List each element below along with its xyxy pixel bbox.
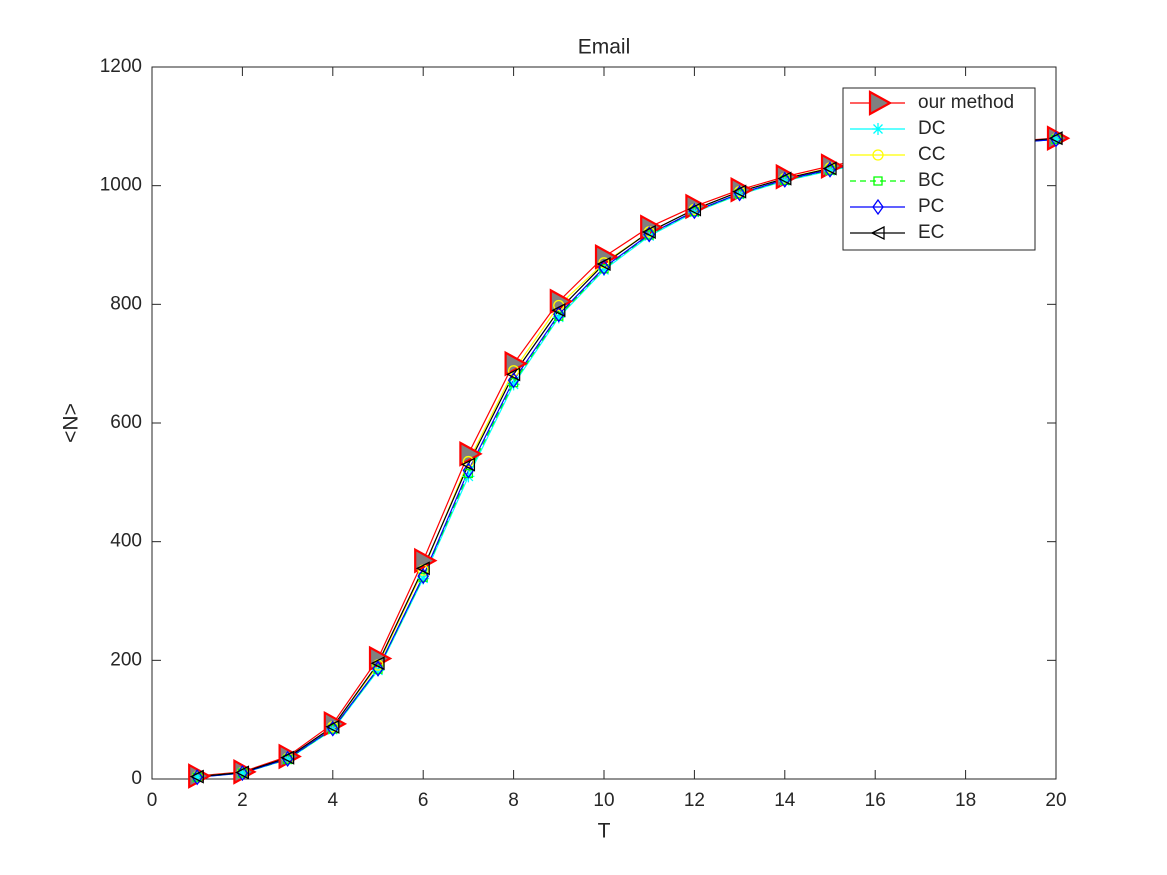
marker (462, 462, 475, 479)
y-tick-label: 200 (110, 649, 142, 670)
marker (504, 350, 528, 377)
legend-label: BC (918, 170, 944, 191)
x-tick-label: 18 (955, 790, 976, 811)
y-axis-label: <N> (60, 403, 83, 443)
x-tick-label: 10 (593, 790, 614, 811)
series-line (197, 138, 1057, 778)
marker (552, 311, 565, 324)
y-tick-label: 400 (110, 531, 142, 552)
chart-title: Email (578, 36, 631, 59)
marker (189, 769, 204, 784)
marker (507, 365, 520, 377)
marker (236, 767, 249, 780)
marker (417, 572, 430, 585)
marker (733, 185, 746, 202)
marker (507, 372, 520, 389)
marker (686, 202, 702, 217)
marker (327, 720, 339, 737)
legend-marker (873, 176, 883, 186)
legend-marker (868, 90, 893, 116)
marker (370, 656, 385, 671)
marker (1050, 133, 1062, 146)
marker (507, 378, 520, 391)
marker (643, 226, 655, 238)
y-tick-label: 0 (131, 768, 142, 789)
marker (641, 224, 656, 239)
legend-marker (872, 149, 884, 161)
legend-entry: BC (850, 170, 944, 191)
x-axis-label: T (598, 820, 611, 843)
marker (506, 367, 521, 382)
marker (1048, 131, 1063, 146)
marker (777, 171, 792, 186)
marker (325, 719, 340, 734)
x-tick-label: 20 (1045, 790, 1066, 811)
legend-label: EC (918, 222, 944, 243)
marker (643, 230, 656, 243)
marker (822, 161, 837, 176)
x-tick-label: 6 (418, 790, 429, 811)
y-tick-label: 800 (110, 293, 142, 314)
marker (688, 203, 701, 220)
marker (554, 311, 564, 321)
x-tick-label: 2 (237, 790, 248, 811)
y-tick-label: 1000 (100, 175, 142, 196)
marker (553, 299, 565, 312)
x-tick-label: 4 (328, 790, 339, 811)
legend-entry: PC (850, 196, 944, 217)
legend-label: our method (918, 92, 1014, 113)
marker (732, 184, 747, 199)
marker (234, 765, 250, 780)
marker (459, 440, 483, 467)
marker (372, 660, 384, 677)
x-tick-label: 16 (865, 790, 886, 811)
legend-entry: CC (850, 144, 945, 165)
x-tick-label: 0 (147, 790, 158, 811)
legend-label: DC (918, 118, 945, 139)
marker (598, 257, 610, 269)
marker (643, 226, 655, 243)
legend-marker (872, 123, 884, 135)
x-tick-label: 14 (774, 790, 796, 811)
legend: our method DC CC BC PC EC (842, 87, 1036, 251)
marker (280, 750, 295, 765)
marker (596, 256, 611, 272)
marker (599, 264, 609, 274)
marker (463, 468, 474, 479)
marker (281, 753, 294, 766)
marker (551, 303, 566, 318)
legend-label: PC (918, 196, 944, 217)
marker (415, 561, 430, 576)
legend-box (842, 87, 1036, 251)
marker (418, 572, 428, 582)
marker (191, 771, 204, 784)
legend-marker (870, 225, 885, 241)
legend-entry: EC (850, 222, 944, 243)
marker (460, 457, 476, 472)
x-tick-label: 8 (508, 790, 519, 811)
legend-marker (872, 198, 884, 216)
marker (598, 263, 610, 276)
legend-entry: our method (850, 90, 1014, 116)
legend-entry: DC (850, 118, 945, 139)
y-tick-label: 600 (110, 412, 142, 433)
y-tick-label: 1200 (100, 56, 142, 77)
legend-label: CC (918, 144, 945, 165)
x-tick-label: 12 (684, 790, 705, 811)
